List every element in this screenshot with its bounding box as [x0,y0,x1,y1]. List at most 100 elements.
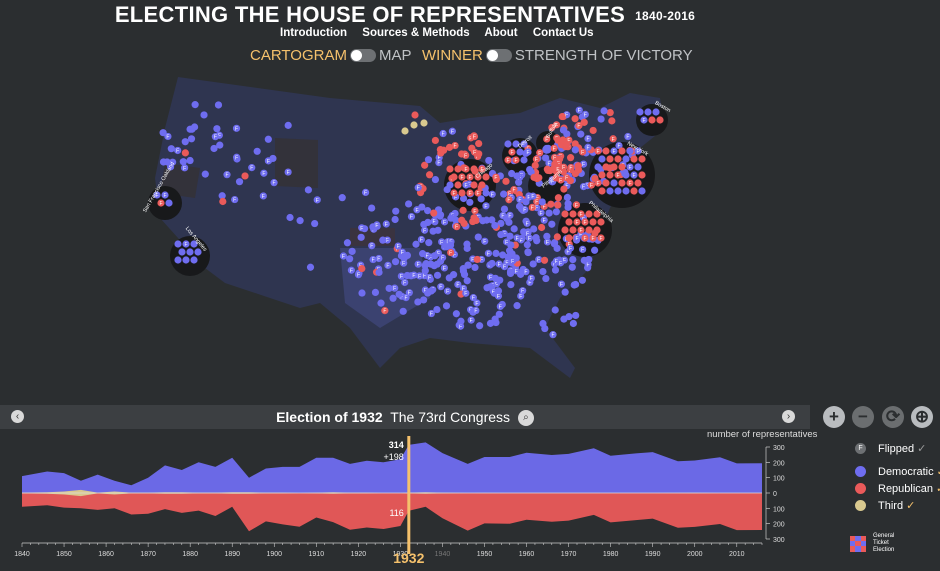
representative-dot[interactable] [497,230,505,239]
representative-dot[interactable] [542,154,550,162]
representative-dot[interactable] [622,155,630,163]
representative-dot[interactable] [537,223,546,232]
representative-dot[interactable] [357,233,365,241]
representative-dot[interactable] [553,244,561,252]
representative-dot[interactable] [186,248,194,256]
representative-dot[interactable] [626,163,634,171]
representative-dot[interactable] [425,171,434,179]
nav-contact-us[interactable]: Contact Us [532,27,594,39]
representative-dot[interactable] [373,221,381,229]
representative-dot[interactable] [479,217,487,225]
representative-dot[interactable] [466,189,474,197]
representative-dot[interactable] [549,331,557,339]
representative-dot[interactable] [399,307,407,315]
representative-dot[interactable] [391,258,400,266]
representative-dot[interactable] [502,177,510,185]
representative-dot[interactable] [545,209,553,217]
reset-button[interactable]: ⟳ [882,406,904,428]
representative-dot[interactable] [535,255,543,264]
representative-dot[interactable] [167,145,175,153]
representative-dot[interactable] [358,289,366,297]
representative-dot[interactable] [594,179,602,187]
representative-dot[interactable] [447,248,455,257]
representative-dot[interactable] [469,294,477,302]
representative-dot[interactable] [572,280,580,289]
representative-dot[interactable] [524,248,532,257]
representative-dot[interactable] [552,208,560,216]
representative-dot[interactable] [606,155,614,163]
representative-dot[interactable] [186,125,194,133]
representative-dot[interactable] [477,195,485,203]
representative-dot[interactable] [585,255,593,264]
representative-dot[interactable] [492,173,500,181]
representative-dot[interactable] [598,155,606,163]
search-icon[interactable]: ⌕ [517,410,534,427]
representative-dot[interactable] [594,163,602,171]
representative-dot[interactable] [231,195,239,204]
representative-dot[interactable] [347,266,355,274]
representative-dot[interactable] [458,216,466,224]
representative-dot[interactable] [420,296,428,304]
representative-dot[interactable] [548,123,556,132]
representative-dot[interactable] [495,310,503,318]
representative-dot[interactable] [519,287,527,295]
representative-dot[interactable] [536,149,544,157]
representative-dot[interactable] [478,181,486,189]
representative-dot[interactable] [618,179,626,187]
representative-dot[interactable] [648,116,656,124]
representative-dot[interactable] [581,218,589,226]
representative-dot[interactable] [499,251,507,259]
representative-dot[interactable] [430,217,438,225]
legend-flipped[interactable]: F Flipped ✓ [855,442,926,455]
representative-dot[interactable] [446,165,454,173]
representative-dot[interactable] [478,165,486,173]
representative-dot[interactable] [512,267,520,275]
representative-dot[interactable] [445,143,454,151]
representative-dot[interactable] [439,253,447,262]
representative-dot[interactable] [593,210,601,218]
representative-dot[interactable] [569,210,577,218]
representative-dot[interactable] [581,110,589,119]
representative-dot[interactable] [638,171,646,179]
representative-dot[interactable] [507,241,515,249]
representative-dot[interactable] [504,140,512,148]
representative-dot[interactable] [398,248,406,256]
representative-dot[interactable] [233,153,241,161]
representative-dot[interactable] [554,165,562,173]
representative-dot[interactable] [571,146,579,154]
representative-dot[interactable] [462,181,470,189]
representative-dot[interactable] [181,138,189,146]
chevron-left-icon[interactable]: ‹ [11,410,24,423]
representative-dot[interactable] [606,171,614,179]
representative-dot[interactable] [636,108,644,116]
representative-dot[interactable] [571,115,579,123]
representative-dot[interactable] [545,159,553,167]
map-option[interactable]: MAP [378,47,412,64]
representative-dot[interactable] [575,106,583,114]
representative-dot[interactable] [161,191,169,199]
representative-dot[interactable] [584,261,592,269]
representative-dot[interactable] [530,225,538,233]
mode-switch[interactable] [485,49,512,62]
representative-dot[interactable] [264,135,272,143]
representative-dot[interactable] [580,118,588,126]
representative-dot[interactable] [410,271,418,279]
representative-dot[interactable] [512,156,520,164]
representative-dot[interactable] [508,250,516,258]
representative-dot[interactable] [491,315,499,323]
representative-dot[interactable] [630,187,638,195]
representative-dot[interactable] [361,188,370,197]
representative-dot[interactable] [467,316,475,324]
representative-dot[interactable] [182,256,190,264]
representative-dot[interactable] [358,264,366,273]
representative-dot[interactable] [413,206,421,214]
representative-dot[interactable] [542,144,551,153]
representative-dot[interactable] [540,216,548,224]
representative-dot[interactable] [652,108,660,116]
representative-dot[interactable] [597,218,605,226]
representative-dot[interactable] [421,262,429,270]
representative-dot[interactable] [587,181,595,189]
representative-dot[interactable] [296,217,304,225]
representative-dot[interactable] [638,155,646,163]
representative-dot[interactable] [564,203,572,211]
